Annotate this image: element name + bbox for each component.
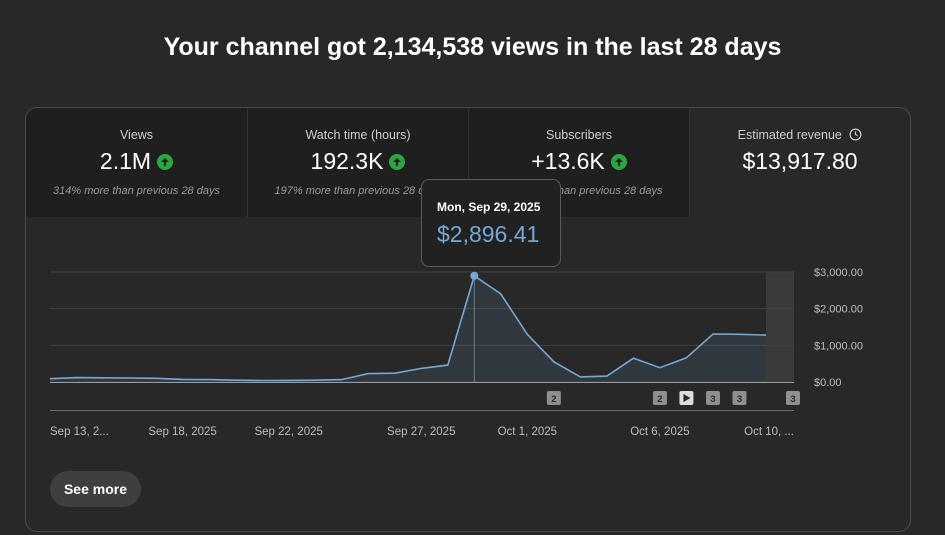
data-point[interactable] — [153, 375, 159, 381]
x-tick-label: Sep 22, 2025 — [254, 426, 322, 438]
metric-label: Estimated revenue — [737, 128, 842, 142]
video-marker-badge[interactable]: 2 — [546, 391, 561, 405]
data-point[interactable] — [763, 332, 769, 338]
metric-value: +13.6K — [531, 148, 605, 174]
x-tick-label: Sep 27, 2025 — [387, 426, 455, 438]
svg-text:3: 3 — [710, 394, 715, 405]
metric-value: $13,917.80 — [742, 148, 858, 174]
page-headline: Your channel got 2,134,538 views in the … — [163, 33, 782, 61]
y-tick-label: $0.00 — [814, 377, 842, 389]
y-tick-label: $3,000.00 — [814, 267, 863, 279]
data-point[interactable] — [551, 359, 557, 365]
arrow-up-icon — [389, 153, 406, 170]
data-point[interactable] — [445, 362, 451, 368]
metric-tile-views[interactable]: Views 2.1M 314% more than previous 28 da… — [26, 108, 247, 217]
arrow-up-icon — [610, 153, 627, 170]
metric-note: 197% more than previous 28 days — [274, 185, 442, 197]
partial-data-band — [766, 272, 794, 382]
metric-note: 314% more than previous 28 days — [53, 185, 220, 197]
metric-label-row: Estimated revenue — [690, 128, 910, 142]
x-tick-label: Oct 1, 2025 — [498, 426, 557, 438]
metric-value: 192.3K — [310, 148, 384, 174]
y-tick-label: $1,000.00 — [814, 340, 863, 352]
chart-tooltip: Mon, Sep 29, 2025 $2,896.41 — [421, 179, 561, 267]
svg-text:3: 3 — [790, 394, 795, 405]
data-point[interactable] — [286, 377, 292, 383]
clock-icon — [849, 128, 862, 141]
metric-label: Views — [119, 128, 154, 142]
video-marker-badge[interactable]: 3 — [786, 391, 800, 405]
svg-text:3: 3 — [737, 394, 742, 405]
data-point[interactable] — [339, 377, 345, 383]
x-tick-label: Oct 6, 2025 — [630, 426, 689, 438]
metric-value: 2.1M — [99, 148, 152, 174]
data-point[interactable] — [180, 376, 186, 382]
metric-value-row: +13.6K — [469, 148, 689, 175]
series-line — [49, 274, 767, 382]
data-point[interactable] — [657, 365, 663, 371]
data-point[interactable] — [312, 377, 318, 383]
y-tick-label: $2,000.00 — [814, 304, 863, 316]
x-tick-label: Sep 13, 2... — [50, 426, 109, 438]
data-point[interactable] — [233, 377, 239, 383]
data-point[interactable] — [74, 375, 80, 381]
metric-tile-revenue[interactable]: Estimated revenue $13,917.80 — [689, 108, 910, 217]
tooltip-date: Mon, Sep 29, 2025 — [437, 200, 541, 214]
x-tick-label: Sep 18, 2025 — [148, 426, 216, 438]
data-point[interactable] — [710, 331, 716, 337]
data-point[interactable] — [736, 331, 742, 337]
series-area — [50, 275, 766, 382]
data-point[interactable] — [259, 378, 265, 384]
svg-text:2: 2 — [657, 394, 662, 405]
metric-value-row: 192.3K — [248, 148, 468, 175]
x-tick-label: Oct 10, ... — [744, 426, 794, 438]
data-point[interactable] — [577, 374, 583, 380]
data-point[interactable] — [524, 331, 530, 337]
data-point[interactable] — [630, 355, 636, 361]
data-point[interactable] — [498, 291, 504, 297]
video-marker-badge[interactable]: 2 — [652, 391, 667, 405]
data-point[interactable] — [392, 370, 398, 376]
tooltip-value: $2,896.41 — [437, 221, 540, 247]
data-point[interactable] — [100, 375, 106, 381]
video-marker-play-icon[interactable] — [679, 391, 694, 405]
revenue-chart[interactable]: $0.00 $1,000.00 $2,000.00 $3,000.00 Sep 13, … — [26, 108, 911, 532]
video-marker-badge[interactable]: 3 — [705, 391, 720, 405]
arrow-up-icon — [157, 153, 174, 170]
see-more-button[interactable]: See more — [50, 471, 141, 507]
data-point[interactable] — [418, 365, 424, 371]
data-point[interactable] — [206, 377, 212, 383]
analytics-card: Views 2.1M 314% more than previous 28 da… — [25, 107, 911, 532]
data-point[interactable] — [365, 371, 371, 377]
data-point[interactable] — [127, 375, 133, 381]
metric-tiles: Views 2.1M 314% more than previous 28 da… — [26, 108, 910, 217]
video-marker-badge[interactable]: 3 — [732, 391, 747, 405]
metric-value-row: $13,917.80 — [690, 148, 910, 175]
metric-label: Watch time (hours) — [305, 128, 411, 142]
data-point[interactable] — [47, 376, 53, 382]
data-point[interactable] — [604, 373, 610, 379]
metric-value-row: 2.1M — [26, 148, 247, 175]
metric-label: Subscribers — [546, 128, 612, 142]
data-point[interactable] — [683, 355, 689, 361]
svg-text:2: 2 — [551, 394, 556, 405]
highlighted-data-point[interactable] — [470, 271, 479, 280]
